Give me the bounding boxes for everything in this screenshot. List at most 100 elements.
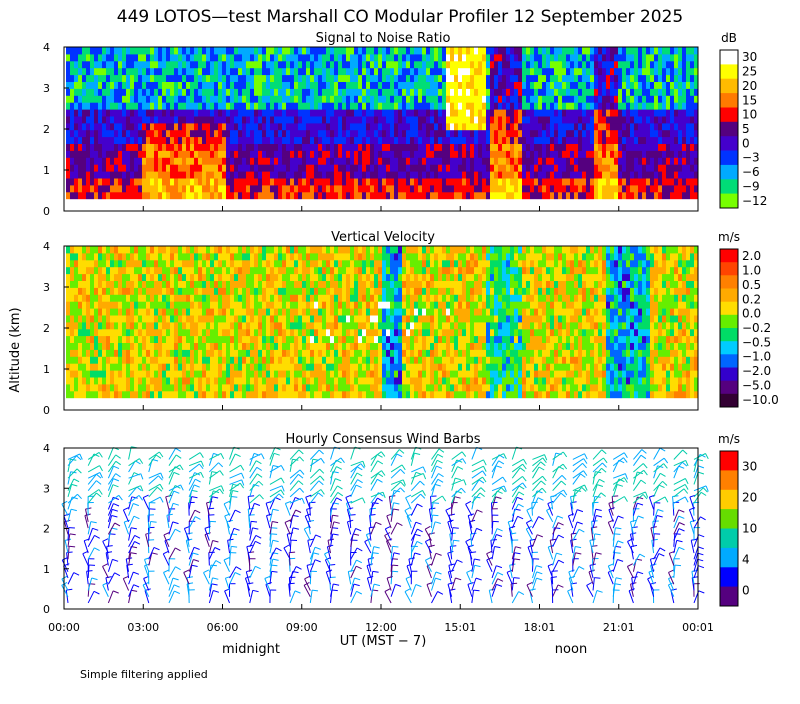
heatmap-cell xyxy=(294,370,298,377)
heatmap-cell xyxy=(130,315,134,322)
heatmap-cell xyxy=(78,294,82,301)
heatmap-cell xyxy=(154,315,158,322)
heatmap-cell xyxy=(394,123,398,130)
heatmap-cell xyxy=(138,75,142,82)
heatmap-cell xyxy=(514,82,518,89)
heatmap-cell xyxy=(202,68,206,75)
heatmap-cell xyxy=(406,75,410,82)
heatmap-cell xyxy=(482,178,486,185)
heatmap-cell xyxy=(162,391,166,398)
heatmap-cell xyxy=(610,75,614,82)
heatmap-cell xyxy=(206,109,210,116)
heatmap-cell xyxy=(258,294,262,301)
heatmap-cell xyxy=(190,246,194,253)
heatmap-cell xyxy=(278,123,282,130)
heatmap-cell xyxy=(478,164,482,171)
heatmap-cell xyxy=(674,144,678,151)
heatmap-cell xyxy=(542,164,546,171)
heatmap-cell xyxy=(266,61,270,68)
heatmap-cell xyxy=(230,301,234,308)
heatmap-cell xyxy=(282,391,286,398)
heatmap-cell xyxy=(286,130,290,137)
heatmap-cell xyxy=(470,164,474,171)
heatmap-cell xyxy=(378,61,382,68)
heatmap-cell xyxy=(134,377,138,384)
heatmap-cell xyxy=(678,75,682,82)
heatmap-cell xyxy=(178,144,182,151)
heatmap-cell xyxy=(366,178,370,185)
heatmap-cell xyxy=(626,88,630,95)
heatmap-cell xyxy=(346,144,350,151)
heatmap-cell xyxy=(110,82,114,89)
heatmap-cell xyxy=(242,287,246,294)
heatmap-cell xyxy=(374,102,378,109)
heatmap-cell xyxy=(346,178,350,185)
heatmap-cell xyxy=(262,116,266,123)
heatmap-cell xyxy=(214,185,218,192)
heatmap-cell xyxy=(350,150,354,157)
heatmap-cell xyxy=(158,253,162,260)
heatmap-cell xyxy=(590,157,594,164)
heatmap-cell xyxy=(606,102,610,109)
heatmap-cell xyxy=(378,171,382,178)
heatmap-cell xyxy=(150,150,154,157)
heatmap-cell xyxy=(254,356,258,363)
heatmap-cell xyxy=(94,68,98,75)
heatmap-cell xyxy=(170,253,174,260)
heatmap-cell xyxy=(146,246,150,253)
heatmap-cell xyxy=(194,150,198,157)
heatmap-cell xyxy=(222,287,226,294)
heatmap-cell xyxy=(242,356,246,363)
heatmap-cell xyxy=(278,164,282,171)
heatmap-cell xyxy=(510,123,514,130)
heatmap-cell xyxy=(402,75,406,82)
heatmap-cell xyxy=(634,144,638,151)
heatmap-cell xyxy=(226,308,230,315)
heatmap-cell xyxy=(274,68,278,75)
heatmap-cell xyxy=(94,116,98,123)
heatmap-cell xyxy=(158,116,162,123)
heatmap-cell xyxy=(570,171,574,178)
heatmap-cell xyxy=(686,47,690,54)
heatmap-cell xyxy=(414,150,418,157)
heatmap-cell xyxy=(170,329,174,336)
heatmap-cell xyxy=(478,185,482,192)
heatmap-cell xyxy=(670,185,674,192)
heatmap-cell xyxy=(618,109,622,116)
heatmap-cell xyxy=(186,68,190,75)
colorbar-label: 0 xyxy=(742,136,750,150)
heatmap-cell xyxy=(278,185,282,192)
heatmap-cell xyxy=(406,178,410,185)
heatmap-cell xyxy=(218,294,222,301)
heatmap-cell xyxy=(290,322,294,329)
heatmap-cell xyxy=(218,363,222,370)
heatmap-cell xyxy=(598,123,602,130)
heatmap-cell xyxy=(378,95,382,102)
heatmap-cell xyxy=(206,294,210,301)
heatmap-cell xyxy=(254,102,258,109)
heatmap-cell xyxy=(186,377,190,384)
heatmap-cell xyxy=(190,329,194,336)
heatmap-cell xyxy=(70,157,74,164)
heatmap-cell xyxy=(614,109,618,116)
heatmap-cell xyxy=(318,274,322,281)
heatmap-cell xyxy=(278,391,282,398)
heatmap-cell xyxy=(70,377,74,384)
heatmap-cell xyxy=(526,54,530,61)
heatmap-cell xyxy=(278,370,282,377)
heatmap-cell xyxy=(186,301,190,308)
heatmap-cell xyxy=(278,88,282,95)
heatmap-cell xyxy=(346,75,350,82)
heatmap-cell xyxy=(230,370,234,377)
heatmap-cell xyxy=(154,322,158,329)
heatmap-cell xyxy=(410,54,414,61)
heatmap-cell xyxy=(190,260,194,267)
heatmap-cell xyxy=(182,308,186,315)
heatmap-cell xyxy=(390,192,394,199)
heatmap-cell xyxy=(178,185,182,192)
heatmap-cell xyxy=(590,68,594,75)
heatmap-cell xyxy=(538,178,542,185)
heatmap-cell xyxy=(218,287,222,294)
heatmap-cell xyxy=(534,75,538,82)
heatmap-cell xyxy=(454,116,458,123)
